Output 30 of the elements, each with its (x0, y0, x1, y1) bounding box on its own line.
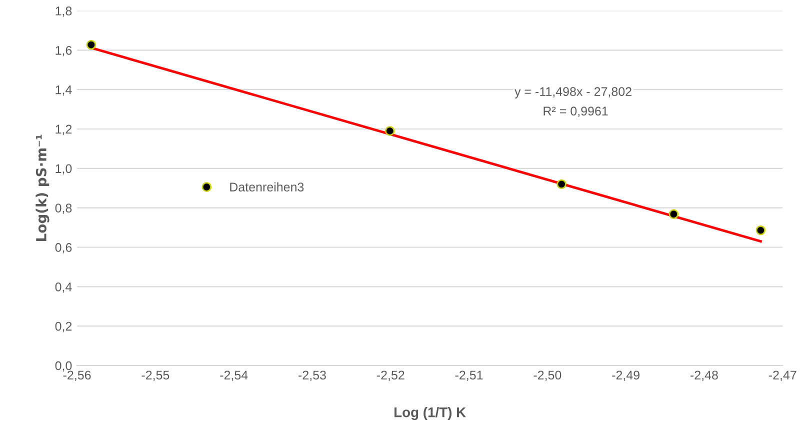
y-tick-label: 1,6 (56, 46, 72, 56)
y-tick-label: 0,6 (55, 243, 72, 254)
y-tick-label: 1,2 (56, 124, 72, 136)
point (668, 209, 679, 219)
y-tick-label: 0,8 (55, 204, 72, 214)
y-tick-label: 0,4 (55, 282, 72, 293)
x-tick-label: -2,55 (142, 370, 170, 382)
annotation: R² = 0,9961 (544, 106, 608, 117)
point (86, 40, 96, 50)
y-axis-title: Log(k) pS·m⁻¹ (36, 134, 50, 241)
x-tick-label: -2,51 (455, 370, 483, 382)
y-tick-label: 0,0 (55, 361, 72, 372)
x-tick-label: -2,54 (220, 370, 248, 382)
annotation: y = -11,498x - 27,802 (514, 87, 632, 98)
x-axis-title: Log (1/T) K (394, 407, 466, 420)
x-tick-label: -2,52 (376, 370, 404, 382)
x-tick-label: -2,48 (690, 370, 718, 382)
point (756, 225, 766, 236)
y-tick-label: 0,2 (55, 322, 72, 332)
x-tick-label: -2,53 (298, 370, 326, 382)
y-tick-label: 1,8 (56, 6, 72, 17)
x-tick-label: -2,49 (612, 370, 640, 382)
legend-label: Datenreihen3 (230, 182, 304, 192)
x-tick-label: -2,56 (63, 370, 91, 382)
x-tick-label: -2,47 (768, 370, 796, 382)
y-tick-label: 1,0 (56, 164, 72, 175)
y-tick-label: 1,4 (56, 86, 72, 96)
point (384, 126, 395, 136)
x-tick-label: -2,50 (534, 370, 562, 382)
point (556, 179, 566, 190)
